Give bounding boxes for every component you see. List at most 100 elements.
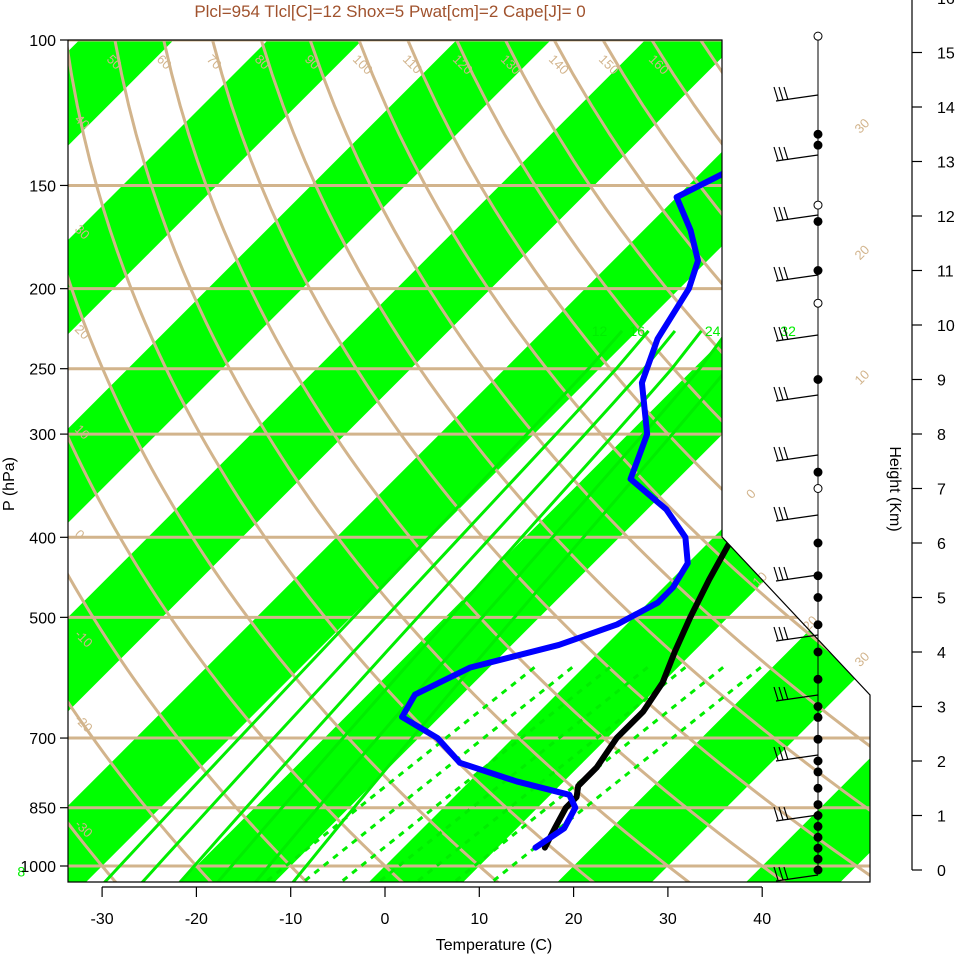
mixing-ratio-line (375, 666, 649, 882)
y-tick-label: 400 (29, 530, 56, 547)
x-tick-label: 10 (470, 911, 488, 928)
wind-barb-flag (778, 506, 784, 521)
wind-barb-flag (783, 146, 789, 161)
dry-adiabat-line (68, 40, 118, 882)
height-marker-dot (813, 712, 823, 722)
height-tick-label: 11 (937, 264, 954, 281)
isotherm-label: 10 (852, 367, 873, 388)
wind-barb-flag (778, 806, 784, 821)
adiabat-label: 140 (546, 52, 572, 78)
height-tick-label: 10 (937, 318, 955, 335)
band-strip (68, 40, 363, 882)
dry-adiabat-line (259, 40, 870, 882)
height-marker-dot (813, 129, 823, 139)
moist-adiabat-line (177, 329, 677, 882)
mixing-ratio-label: 12 (592, 323, 608, 339)
wind-barb-flag (778, 746, 784, 761)
y-tick-label: 700 (29, 731, 56, 748)
height-marker-dot (813, 800, 823, 810)
y-tick-label: 150 (29, 178, 56, 195)
height-tick-label: 12 (937, 209, 955, 226)
wind-barb-flag (778, 686, 784, 701)
mixing-ratio-label: 32 (780, 323, 796, 339)
dry-adiabat-line (455, 40, 870, 882)
wind-barb-flag (778, 206, 784, 221)
wind-barb-flag (773, 86, 779, 101)
moist-adiabat-line (290, 330, 756, 882)
x-tick-label: 20 (565, 911, 583, 928)
height-marker-dot (813, 216, 823, 226)
moist-adiabat-line (140, 329, 650, 882)
height-marker-dot (813, 854, 823, 864)
height-marker-dot (813, 140, 823, 150)
isotherm-label: 0 (743, 486, 759, 502)
height-marker-dot (813, 647, 823, 657)
wind-barb-flag (778, 446, 784, 461)
band-strip (68, 40, 870, 882)
height-marker-dot (813, 843, 823, 853)
wind-barb-flag (773, 386, 779, 401)
x-tick-label: 30 (659, 911, 677, 928)
mixing-ratio-lines (102, 329, 762, 882)
height-marker-dot (813, 467, 823, 477)
wind-barb-flag (778, 386, 784, 401)
height-tick-label: 7 (937, 482, 946, 499)
wind-barb-column (773, 31, 823, 882)
wind-barb-flag (773, 866, 779, 881)
wind-barb-flag (773, 206, 779, 221)
band-strip (68, 40, 551, 882)
wind-barb-flag (783, 806, 789, 821)
wind-barb-flag (783, 446, 789, 461)
band-strip (556, 40, 870, 882)
y-tick-label: 500 (29, 610, 56, 627)
height-marker-dot (813, 821, 823, 831)
height-tick-label: 4 (937, 645, 946, 662)
height-marker-dot (813, 832, 823, 842)
wind-barb-flag (773, 266, 779, 281)
height-marker-dot (813, 593, 823, 602)
wind-barb-flag (783, 326, 789, 341)
height-marker-dot (813, 298, 823, 308)
height-marker-dot (813, 865, 823, 875)
height-marker-dot (813, 375, 823, 384)
wind-barb-flag (773, 626, 779, 641)
dry-adiabat-line (113, 40, 692, 882)
wind-barb-flag (783, 746, 789, 761)
wind-barb-flag (773, 506, 779, 521)
y-tick-label: 850 (29, 801, 56, 818)
dry-adiabat-line (406, 40, 870, 882)
wind-barb-flag (773, 146, 779, 161)
y-axis-title: P (hPa) (1, 457, 18, 511)
wind-barb-flag (783, 266, 789, 281)
height-tick-label: 13 (937, 155, 955, 172)
wind-barb-flag (778, 326, 784, 341)
height-marker-dot (813, 484, 823, 493)
dry-adiabat-line (68, 40, 501, 882)
x-tick-label: 40 (753, 911, 771, 928)
mixing-ratio-line (262, 666, 536, 882)
mixing-ratio-label: 8 (17, 863, 25, 879)
dry-adiabat-line (162, 40, 788, 882)
mixing-ratio-line (413, 666, 687, 882)
dry-adiabat-line (308, 40, 870, 882)
pressure-axis: 100 150 200 250 300 400 500 700 850 1000 (20, 33, 68, 876)
wind-barb-flag (778, 566, 784, 581)
dry-adiabat-line (68, 40, 310, 882)
wind-barb-flag (773, 686, 779, 701)
height-marker-dot (813, 266, 823, 275)
chart-title: Plcl=954 Tlcl[C]=12 Shox=5 Pwat[cm]=2 Ca… (194, 2, 586, 21)
y-tick-label: 100 (29, 33, 56, 50)
wind-barb-flag (783, 386, 789, 401)
height-marker-dot (813, 200, 823, 210)
x-tick-label: -30 (91, 911, 114, 928)
mixing-ratio-label: 24 (705, 323, 721, 339)
isotherm-label: 20 (852, 242, 873, 263)
height-tick-label: 5 (937, 591, 946, 608)
y-tick-label: 250 (29, 362, 56, 379)
adiabat-label: 0 (72, 527, 88, 543)
height-tick-label: 8 (937, 427, 946, 444)
height-axis: 012345678910111213141516 (911, 0, 955, 880)
wind-barb-flag (773, 566, 779, 581)
wind-barb-flag (778, 266, 784, 281)
mixing-ratio-line (300, 666, 574, 882)
